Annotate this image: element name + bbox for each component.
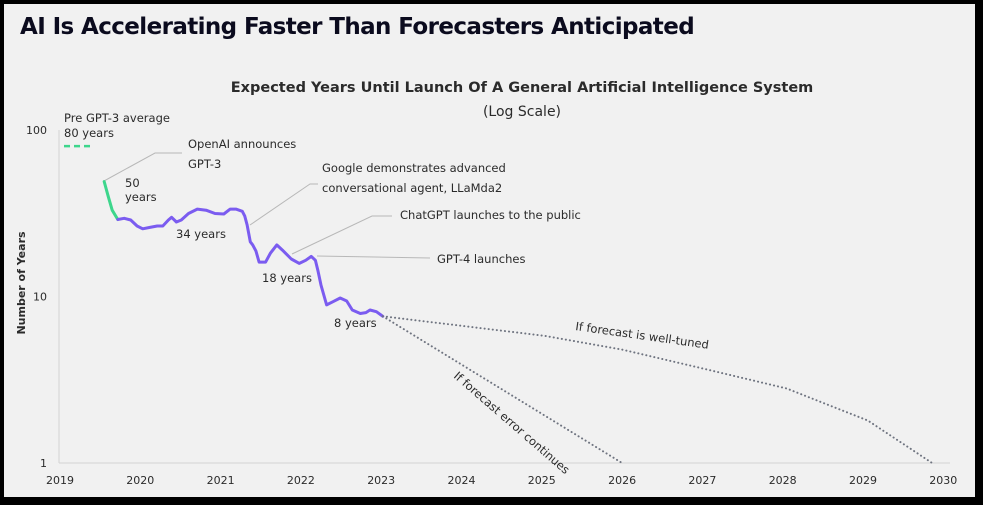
annotation-text: 50	[125, 176, 140, 190]
x-tick-label: 2026	[608, 474, 636, 487]
annotation-error-continues: If forecast error continues	[451, 369, 572, 477]
x-tick-label: 2024	[448, 474, 476, 487]
series-line-3	[381, 315, 934, 464]
annotation-leader-line	[291, 215, 392, 255]
annotation-text: 80 years	[64, 126, 114, 140]
annotation-text: If forecast error continues	[451, 369, 572, 477]
x-tick-label: 2023	[367, 474, 395, 487]
x-tick-label: 2027	[688, 474, 716, 487]
chart-subtitle: (Log Scale)	[483, 104, 561, 120]
x-tick-label: 2022	[287, 474, 315, 487]
annotation-chatgpt: ChatGPT launches to the public	[400, 208, 581, 222]
y-axis-label: Number of Years	[15, 231, 28, 335]
annotation-text: conversational agent, LLaMda2	[322, 181, 502, 195]
annotation-label-8: 8 years	[334, 316, 377, 330]
x-tick-label: 2019	[46, 474, 74, 487]
annotation-leader-line	[316, 255, 431, 259]
annotation-text: 18 years	[262, 271, 312, 285]
series-line-4	[381, 315, 624, 464]
annotation-text: Google demonstrates advanced	[322, 161, 506, 175]
annotation-text: 34 years	[176, 227, 226, 241]
annotation-leader-line	[103, 152, 182, 182]
annotation-text: GPT-3	[188, 157, 221, 171]
x-tick-label: 2021	[207, 474, 235, 487]
annotation-text: 8 years	[334, 316, 377, 330]
annotation-openai-gpt3: OpenAI announces GPT-3	[188, 137, 296, 171]
x-tick-label: 2020	[126, 474, 154, 487]
annotation-leader-line	[249, 183, 318, 226]
annotation-text: GPT-4 launches	[437, 252, 525, 266]
annotation-text: ChatGPT launches to the public	[400, 208, 581, 222]
annotation-gpt4: GPT-4 launches	[437, 252, 525, 266]
annotation-text: years	[125, 190, 157, 204]
annotation-text: Pre GPT-3 average	[64, 111, 170, 125]
x-tick-label: 2029	[849, 474, 877, 487]
annotation-google-llamda: Google demonstrates advanced conversation…	[322, 161, 506, 195]
x-tick-label: 2028	[769, 474, 797, 487]
series-line-1	[102, 180, 120, 221]
y-tick-label: 100	[26, 124, 47, 137]
annotation-text: OpenAI announces	[188, 137, 296, 151]
y-tick-label: 10	[33, 291, 47, 304]
page-title: AI Is Accelerating Faster Than Forecaste…	[20, 14, 695, 40]
series-line-2	[116, 207, 385, 318]
x-tick-label: 2030	[929, 474, 957, 487]
y-tick-label: 1	[40, 457, 47, 470]
annotation-well-tuned: If forecast is well-tuned	[575, 319, 710, 352]
chart-title: Expected Years Until Launch Of A General…	[231, 80, 814, 96]
annotation-label-34: 34 years	[176, 227, 226, 241]
annotation-text: If forecast is well-tuned	[575, 319, 710, 352]
x-tick-label: 2025	[528, 474, 556, 487]
chart-frame: AI Is Accelerating Faster Than Forecaste…	[2, 2, 977, 499]
annotation-label-18: 18 years	[262, 271, 312, 285]
